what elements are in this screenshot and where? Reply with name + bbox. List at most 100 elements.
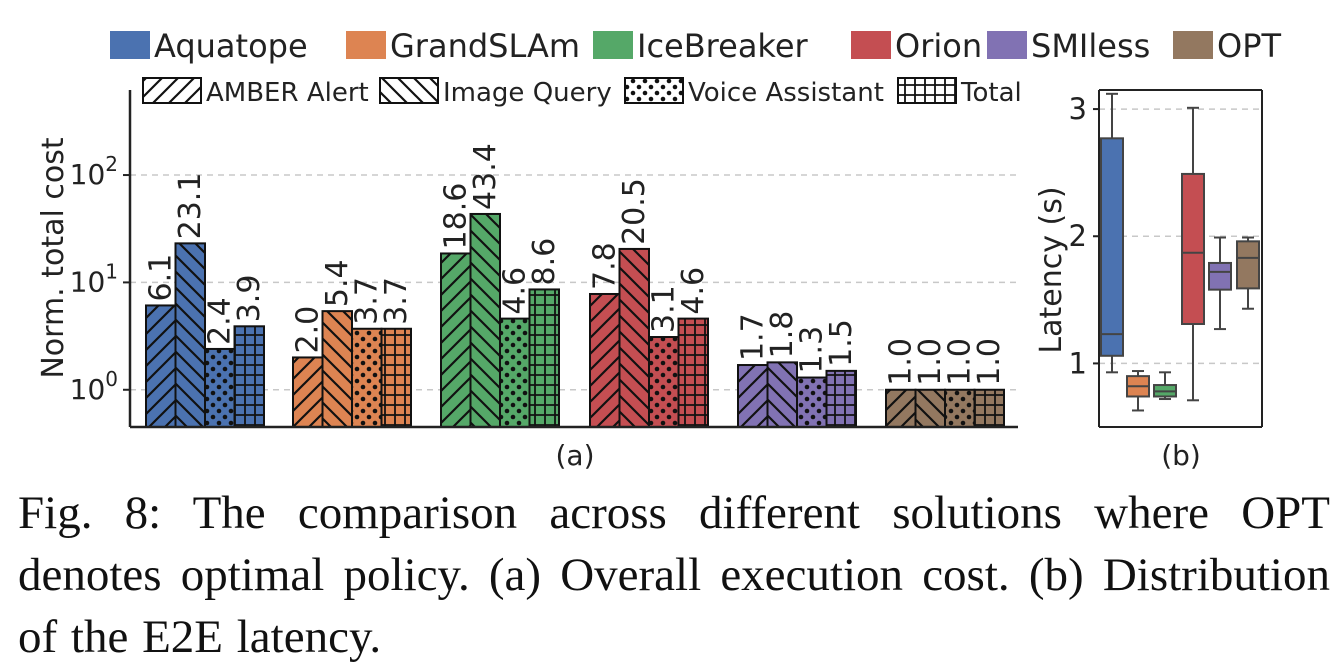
bar-opt-image-query [914, 388, 946, 428]
legend-label-icebreaker: IceBreaker [637, 27, 809, 65]
data-label-smiless-amber-alert: 1.7 [736, 313, 771, 361]
legend-pattern-amber-alert-icon [142, 77, 202, 104]
data-label-orion-total: 4.6 [676, 267, 711, 315]
legend-swatch-aquatope [110, 31, 150, 59]
box-opt [1236, 236, 1260, 310]
bar-data-labels: 6.123.12.43.92.05.43.73.718.643.44.68.6 7… [144, 143, 1008, 386]
data-label-orion-amber-alert: 7.8 [588, 242, 623, 290]
box-grandslam [1126, 370, 1150, 412]
axes: 1 2 3 [1069, 89, 1263, 428]
legend-label-opt: OPT [1217, 27, 1281, 65]
bar-grandslam-amber-alert [292, 356, 324, 429]
method-legend: Aquatope GrandSLAm IceBreaker Orion SMIless O… [110, 27, 1281, 65]
legend-label-total: Total [960, 78, 1022, 108]
latency-box-plot: 1 2 3 Latency (s) (b) [1034, 89, 1263, 472]
bar-series [145, 212, 1005, 429]
box-series [1100, 92, 1260, 412]
bar-aquatope-total [233, 325, 265, 429]
bar-orion-amber-alert [589, 292, 621, 428]
cost-bar-chart: 6.123.12.43.92.05.43.73.718.643.44.68.6 7… [36, 90, 1018, 472]
figure-canvas: Aquatope GrandSLAm IceBreaker Orion SMIless O… [36, 27, 1281, 472]
y-gridlines [1099, 108, 1262, 365]
legend-swatch-grandslam [346, 31, 386, 59]
data-label-opt-amber-alert: 1.0 [884, 338, 919, 386]
data-label-aquatope-voice-assistant: 2.4 [203, 297, 238, 345]
legend-swatch-icebreaker [593, 31, 633, 59]
legend-pattern-image-query-icon [379, 77, 439, 104]
data-label-icebreaker-voice-assistant: 4.6 [498, 267, 533, 315]
data-label-orion-voice-assistant: 3.1 [647, 285, 682, 333]
y-tick-label: 102 [70, 152, 118, 191]
data-label-smiless-total: 1.5 [824, 319, 859, 367]
data-label-icebreaker-amber-alert: 18.6 [439, 183, 474, 250]
bar-smiless-voice-assistant [796, 376, 828, 429]
bar-smiless-image-query [766, 361, 798, 428]
data-label-smiless-image-query: 1.8 [765, 311, 800, 359]
bar-grandslam-image-query [321, 310, 353, 428]
bar-grandslam-total [380, 327, 412, 429]
bar-opt-total [973, 388, 1005, 428]
panel-label-a: (a) [555, 439, 594, 472]
panel-label-b: (b) [1161, 439, 1201, 472]
y-tick-label: 3 [1069, 92, 1087, 126]
bar-orion-image-query [618, 247, 650, 428]
legend-label-grandslam: GrandSLAm [390, 27, 580, 65]
legend-swatch-smiless [987, 31, 1027, 59]
y-gridlines [130, 174, 1018, 391]
box-icebreaker [1153, 371, 1177, 401]
bar-orion-voice-assistant [648, 336, 680, 429]
data-label-icebreaker-image-query: 43.4 [468, 143, 503, 210]
bar-grandslam-voice-assistant [351, 327, 383, 429]
box-body [1208, 261, 1232, 291]
bar-opt-amber-alert [885, 388, 917, 428]
data-label-icebreaker-total: 8.6 [527, 238, 562, 286]
data-label-opt-total: 1.0 [972, 338, 1007, 386]
figure-caption: Fig. 8: The comparison across different … [18, 487, 1330, 663]
data-label-aquatope-total: 3.9 [232, 275, 267, 323]
legend-pattern-voice-assistant-icon [624, 77, 684, 104]
data-label-grandslam-total: 3.7 [379, 277, 414, 325]
box-body [1100, 137, 1124, 357]
data-label-grandslam-voice-assistant: 3.7 [350, 277, 385, 325]
box-body [1236, 240, 1260, 290]
bar-aquatope-image-query [174, 242, 206, 428]
bar-icebreaker-total [528, 288, 560, 428]
bar-smiless-amber-alert [737, 364, 769, 429]
data-label-grandslam-amber-alert: 2.0 [291, 306, 326, 354]
data-label-opt-voice-assistant: 1.0 [943, 338, 978, 386]
y-tick-label: 1 [1069, 346, 1087, 380]
bar-icebreaker-image-query [469, 212, 501, 428]
y-tick-label: 100 [70, 367, 118, 406]
bar-smiless-total [825, 369, 857, 429]
bar-icebreaker-amber-alert [440, 252, 472, 428]
y-axis-label: Latency (s) [1034, 186, 1069, 353]
bar-icebreaker-voice-assistant [499, 317, 531, 428]
legend-label-orion: Orion [895, 27, 982, 65]
legend-label-amber-alert: AMBER Alert [206, 78, 369, 108]
data-label-opt-image-query: 1.0 [913, 338, 948, 386]
workload-legend: AMBER Alert Image Query Voice Assistant Tot… [142, 77, 1022, 108]
box-body [1181, 172, 1205, 325]
data-label-orion-image-query: 20.5 [617, 178, 652, 245]
data-label-grandslam-image-query: 5.4 [320, 259, 355, 307]
data-label-aquatope-image-query: 23.1 [173, 173, 208, 240]
legend-label-image-query: Image Query [443, 78, 612, 108]
y-axis-label: Norm. total cost [36, 137, 71, 379]
bar-opt-voice-assistant [944, 388, 976, 428]
axes: 100 101 102 [70, 90, 1018, 429]
data-label-smiless-voice-assistant: 1.3 [795, 326, 830, 374]
legend-label-voice-assistant: Voice Assistant [688, 78, 884, 108]
legend-swatch-opt [1173, 31, 1213, 59]
y-tick-label: 101 [70, 259, 118, 298]
legend-swatch-orion [851, 31, 891, 59]
bar-aquatope-amber-alert [145, 304, 177, 428]
legend-label-smiless: SMIless [1031, 27, 1150, 65]
legend-label-aquatope: Aquatope [154, 27, 308, 65]
legend-pattern-total-icon [897, 77, 957, 104]
box-orion [1181, 106, 1205, 402]
box-smiless [1208, 236, 1232, 331]
bar-aquatope-voice-assistant [204, 347, 236, 428]
box-aquatope [1100, 92, 1124, 374]
figure-8: Aquatope GrandSLAm IceBreaker Orion SMIless O… [36, 27, 1281, 472]
bar-orion-total [677, 317, 709, 428]
